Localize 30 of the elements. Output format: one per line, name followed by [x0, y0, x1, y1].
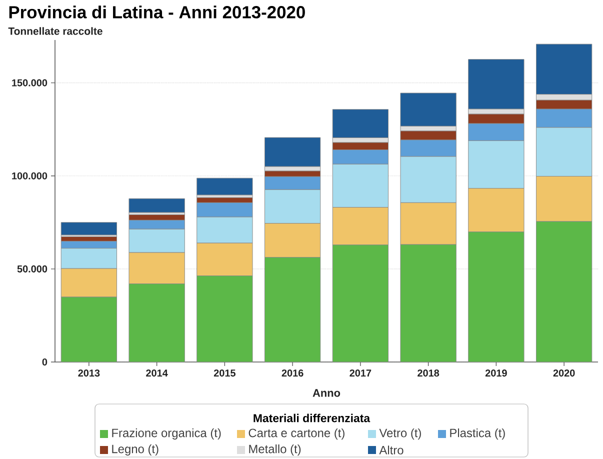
y-tick-label: 50.000	[17, 265, 48, 272]
x-tick-label: 2019	[485, 370, 507, 377]
x-tick-label: 2014	[146, 370, 168, 377]
x-tick-label: 2017	[350, 370, 372, 377]
legend-label: Altro	[379, 446, 404, 454]
legend-label: Vetro (t)	[379, 428, 421, 440]
legend-title: Materiali differenziata	[254, 414, 370, 422]
x-tick-label: 2018	[418, 370, 440, 377]
x-tick-label: 2015	[214, 370, 236, 377]
x-tick-label: 2013	[78, 370, 100, 377]
x-tick-label: 2016	[282, 370, 304, 377]
legend-label: Carta e cartone (t)	[248, 428, 344, 440]
bar	[468, 59, 524, 110]
bar	[128, 198, 185, 213]
legend-label: Legno (t)	[112, 444, 158, 456]
bar	[60, 222, 118, 236]
legend-label: Plastica (t)	[450, 428, 505, 440]
x-tick-label: 2020	[553, 370, 575, 377]
chart-title: Provincia di Latina - Anni 2013-2020	[9, 6, 305, 18]
bar	[400, 92, 456, 126]
y-tick-label: 0	[42, 358, 48, 366]
x-axis-title: Anno	[312, 389, 340, 397]
legend-label: Frazione organica (t)	[112, 428, 221, 440]
y-tick-label: 100.000	[12, 172, 48, 180]
bar	[332, 109, 389, 138]
y-axis-title: Tonnellate raccolte	[8, 27, 102, 35]
bar	[196, 178, 253, 196]
y-tick-label: 150.000	[12, 79, 48, 86]
bar	[264, 137, 321, 167]
legend-label: Metallo (t)	[249, 444, 301, 456]
